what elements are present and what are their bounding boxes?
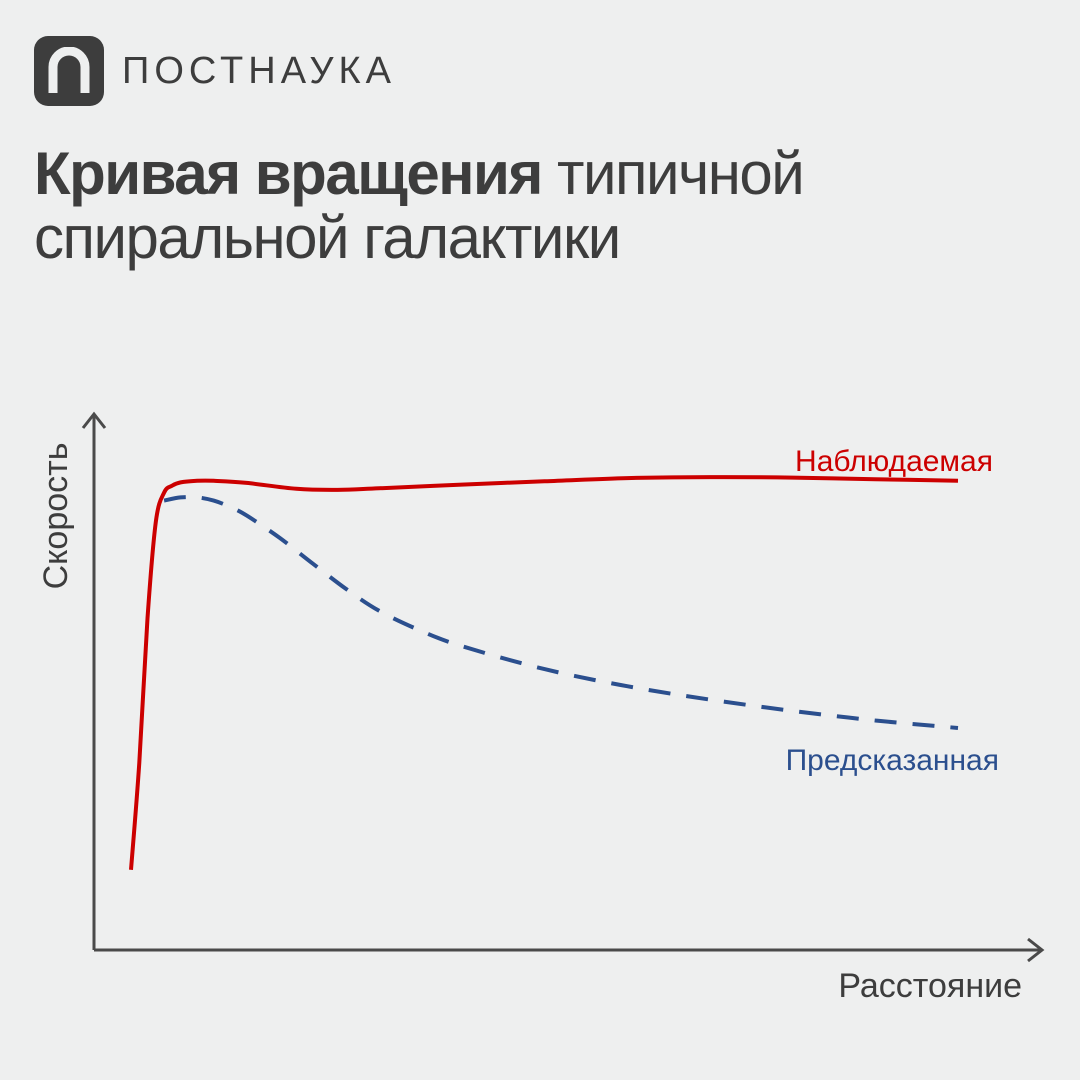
y-axis-arrow bbox=[81, 411, 107, 429]
title-regular: типичной спиральной галактики bbox=[34, 140, 805, 271]
legend-label-observed: Наблюдаемая bbox=[795, 445, 993, 478]
series-layer bbox=[129, 475, 959, 870]
brand-name: ПОСТНАУКА bbox=[122, 50, 397, 92]
title-bold: Кривая вращения bbox=[34, 140, 543, 207]
page-title: Кривая вращения типичной спиральной гала… bbox=[34, 142, 1044, 270]
labels-layer: Наблюдаемая Предсказанная Расстояние Скорос… bbox=[37, 443, 1022, 1005]
logo bbox=[34, 36, 104, 106]
y-axis-label: Скорость bbox=[37, 443, 75, 590]
n-letter-icon bbox=[48, 47, 90, 93]
x-axis-label: Расстояние bbox=[838, 967, 1022, 1005]
x-axis-arrow bbox=[1027, 937, 1045, 963]
observed-curve bbox=[129, 475, 959, 870]
legend-label-predicted: Предсказанная bbox=[786, 744, 999, 777]
predicted-curve bbox=[163, 495, 959, 730]
axes bbox=[81, 411, 1045, 963]
brand: ПОСТНАУКА bbox=[34, 36, 396, 106]
